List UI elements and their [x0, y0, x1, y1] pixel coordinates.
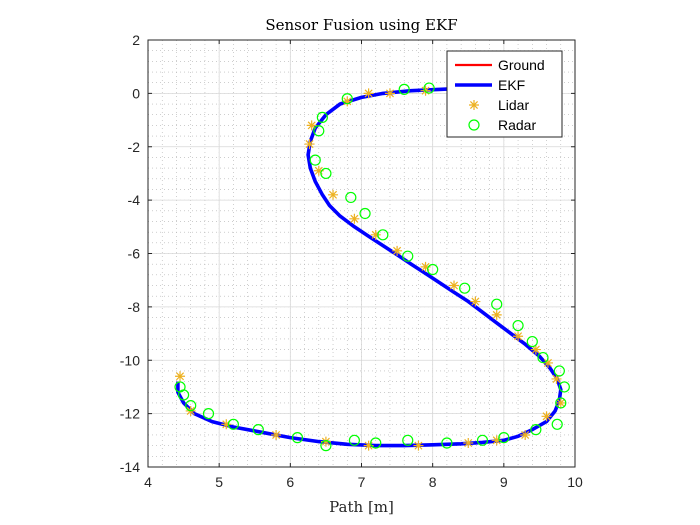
x-tick-label: 8	[429, 474, 437, 490]
lidar-point	[420, 261, 431, 272]
radar-point	[402, 434, 414, 446]
y-tick-label: -10	[120, 352, 140, 368]
radar-point	[377, 229, 389, 241]
y-tick-label: -6	[128, 246, 141, 262]
radar-point	[341, 93, 353, 105]
radar-point	[202, 408, 215, 420]
radar-point	[316, 111, 328, 123]
lidar-point	[363, 440, 374, 451]
radar-point	[402, 250, 414, 262]
lidar-point	[491, 435, 502, 446]
radar-point	[313, 125, 325, 137]
legend: Ground EKF Lidar Radar	[446, 50, 563, 138]
lidar-point	[542, 357, 553, 368]
legend-label-ekf: EKF	[498, 77, 525, 93]
radar-point	[498, 432, 510, 444]
legend-label-ground: Ground	[498, 57, 545, 73]
radar-point	[320, 167, 332, 180]
lidar-point	[349, 213, 360, 224]
radar-point	[309, 154, 321, 166]
legend-label-lidar: Lidar	[498, 97, 529, 113]
lidar-point	[555, 397, 566, 408]
lidar-point	[342, 96, 353, 107]
y-tick-label: 0	[132, 85, 140, 101]
lidar-point	[175, 371, 186, 382]
y-tick-label: -8	[128, 299, 141, 315]
radar-point	[320, 440, 332, 452]
radar-point	[459, 282, 471, 294]
lidar-point	[363, 88, 374, 99]
lidar-point	[384, 88, 395, 99]
legend-swatch-radar	[468, 119, 480, 131]
radar-point	[398, 83, 410, 95]
lidar-point	[463, 437, 474, 448]
lidar-point	[513, 331, 524, 342]
x-axis-label: Path [m]	[329, 498, 394, 516]
radar-point	[551, 418, 563, 430]
radar-point	[423, 82, 435, 94]
lidar-point	[392, 245, 403, 256]
radar-point	[441, 437, 453, 449]
lidar-point	[491, 309, 502, 320]
lidar-point	[449, 280, 460, 291]
lidar-point	[320, 436, 331, 447]
x-tick-label: 6	[286, 474, 294, 490]
radar-point	[291, 432, 304, 444]
radar-point	[348, 434, 360, 446]
x-tick-label: 4	[144, 474, 152, 490]
y-tick-label: -4	[128, 192, 141, 208]
radar-point	[252, 424, 264, 436]
x-tick-label: 9	[500, 474, 508, 490]
chart-title: Sensor Fusion using EKF	[265, 16, 457, 34]
lidar-point	[530, 344, 541, 355]
radar-point	[553, 365, 565, 377]
radar-point	[359, 207, 371, 220]
lidar-point	[328, 189, 339, 200]
lidar-point	[413, 440, 424, 451]
lidar-point	[470, 296, 481, 307]
radar-point	[476, 434, 489, 446]
radar-point	[537, 351, 549, 364]
radar-point	[185, 400, 197, 412]
radar-point	[512, 319, 524, 332]
x-tick-label: 10	[567, 474, 583, 490]
legend-swatch-lidar	[469, 100, 479, 110]
data-layer	[174, 81, 570, 452]
lidar-point	[304, 139, 315, 150]
lidar-point	[221, 419, 232, 430]
lidar-point	[271, 429, 282, 440]
lidar-point	[306, 120, 317, 131]
radar-point	[345, 191, 357, 204]
y-tick-label: -12	[120, 406, 140, 422]
radar-point	[491, 298, 503, 310]
radar-point	[227, 418, 239, 430]
radar-point	[174, 381, 186, 393]
lidar-point	[313, 165, 324, 176]
radar-point	[526, 335, 538, 348]
radar-point	[370, 437, 382, 449]
radar-point	[427, 263, 439, 276]
x-tick-label: 7	[358, 474, 366, 490]
x-tick-label: 5	[215, 474, 223, 490]
radar-point	[530, 424, 542, 436]
y-tick-label: -2	[128, 139, 141, 155]
lidar-point	[551, 373, 562, 384]
radar-point	[558, 381, 570, 393]
tick-layer: 4 5 6 7 8 9 10 2 0 -2 -4 -6 -8 -10 -12 -14	[120, 32, 583, 490]
lidar-point	[370, 229, 381, 240]
legend-label-radar: Radar	[498, 117, 536, 133]
y-tick-label: 2	[132, 32, 140, 48]
lidar-point	[520, 429, 531, 440]
y-tick-label: -14	[120, 459, 140, 475]
lidar-point	[541, 411, 552, 422]
radar-point	[555, 397, 567, 409]
